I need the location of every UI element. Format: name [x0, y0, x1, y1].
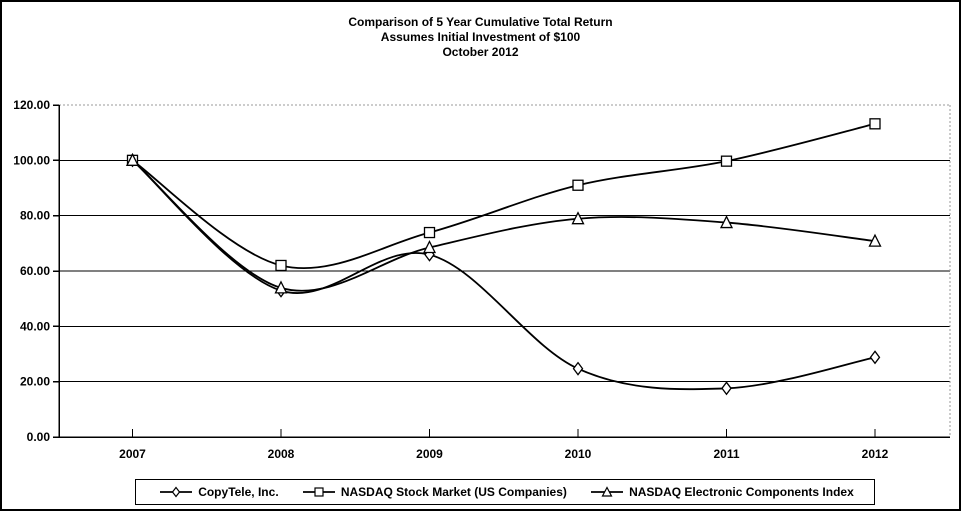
diamond-glyph: [171, 486, 181, 498]
y-axis-label: 0.00: [27, 430, 51, 444]
chart-title-line3: October 2012: [442, 45, 519, 59]
square-glyph: [314, 487, 324, 497]
square-marker: [423, 226, 436, 239]
y-axis-label: 60.00: [20, 264, 50, 278]
square-marker: [720, 155, 733, 167]
x-axis-label: 2008: [268, 447, 295, 461]
triangle-marker: [571, 211, 585, 225]
series-line-diamond: [131, 159, 876, 391]
diamond-marker: [721, 381, 732, 396]
x-axis-label: 2012: [862, 447, 889, 461]
chart-legend: CopyTele, Inc. NASDAQ Stock Market (US C…: [135, 479, 875, 505]
triangle-marker: [719, 215, 734, 229]
series-line-square: [131, 122, 876, 270]
legend-item-copytele: CopyTele, Inc.: [156, 485, 279, 499]
legend-label-nasdaq-stock-market: NASDAQ Stock Market (US Companies): [340, 485, 567, 499]
x-axis-label: 2007: [119, 447, 146, 461]
triangle-marker: [274, 280, 288, 294]
chart-title: Comparison of 5 Year Cumulative Total Re…: [2, 15, 959, 60]
triangle-marker-icon: [591, 486, 624, 497]
legend-item-nasdaq-electronic-components: NASDAQ Electronic Components Index: [587, 485, 854, 499]
x-axis-label: 2009: [416, 447, 443, 461]
y-axis-label: 120.00: [13, 98, 50, 112]
triangle-glyph: [601, 486, 613, 497]
triangle-marker: [125, 152, 140, 166]
diamond-marker-icon: [160, 486, 193, 498]
diamond-marker: [869, 350, 881, 365]
y-axis-label: 80.00: [20, 209, 50, 223]
diamond-marker: [572, 361, 584, 376]
x-axis-label: 2011: [713, 447, 739, 461]
series-line-triangle: [131, 159, 876, 292]
legend-label-nasdaq-electronic-components: NASDAQ Electronic Components Index: [629, 485, 854, 499]
x-axis-label: 2010: [565, 447, 592, 461]
y-axis-label: 40.00: [20, 319, 50, 333]
square-marker: [275, 259, 287, 272]
triangle-marker: [868, 233, 882, 247]
chart-title-line2: Assumes Initial Investment of $100: [380, 30, 581, 44]
square-marker: [572, 179, 584, 191]
square-marker-icon: [302, 487, 335, 497]
y-axis-label: 100.00: [13, 153, 50, 167]
legend-item-nasdaq-stock-market: NASDAQ Stock Market (US Companies): [299, 485, 567, 499]
triangle-marker: [422, 240, 437, 254]
y-axis-label: 20.00: [20, 375, 50, 389]
chart-title-line1: Comparison of 5 Year Cumulative Total Re…: [348, 15, 613, 29]
legend-label-copytele: CopyTele, Inc.: [198, 485, 279, 499]
square-marker: [869, 118, 881, 130]
